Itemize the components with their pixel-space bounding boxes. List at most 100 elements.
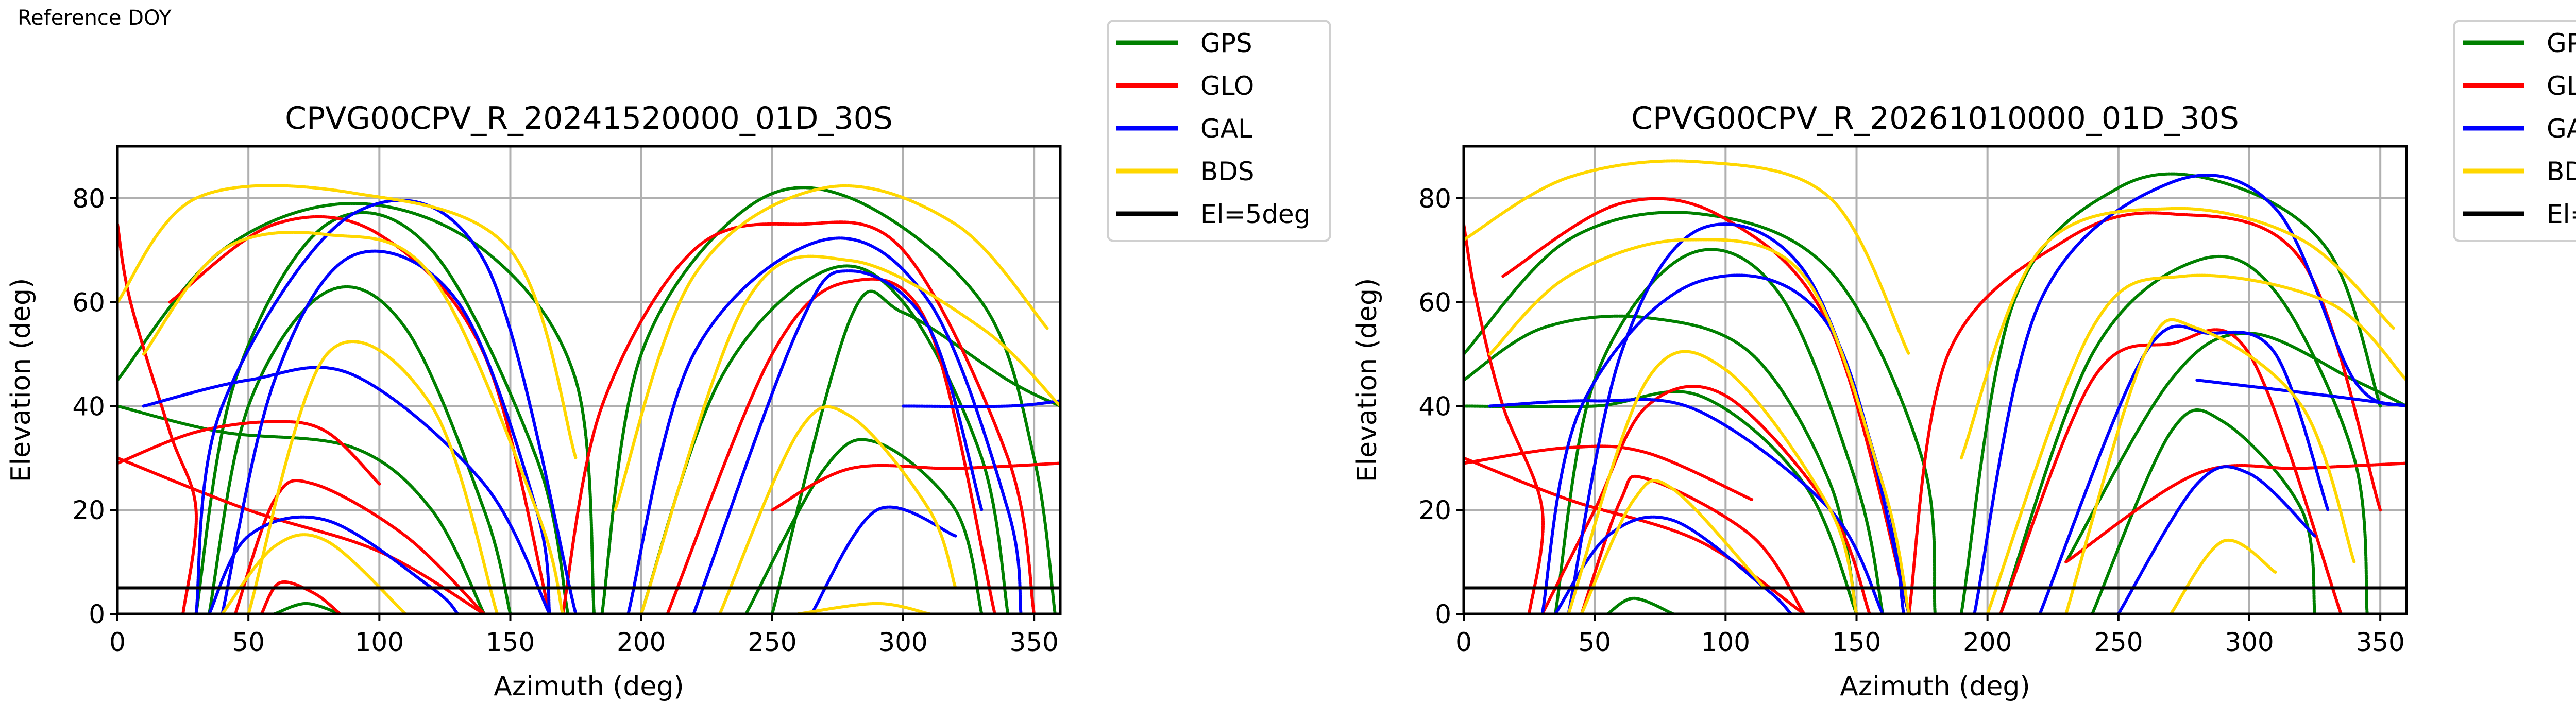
track-bds <box>1580 479 1767 614</box>
track-gal <box>1973 174 2406 614</box>
track-glo <box>666 277 996 614</box>
track-bds <box>1959 207 2395 460</box>
track-glo <box>770 461 1060 512</box>
track-gps <box>1464 390 1858 614</box>
track-glo <box>561 220 1036 614</box>
x-tick-label: 300 <box>2225 627 2274 657</box>
x-tick-label: 350 <box>2355 627 2404 657</box>
track-gps <box>1999 254 2369 614</box>
track-gal <box>1488 398 1885 614</box>
x-axis-label: Azimuth (deg) <box>1840 671 2030 702</box>
track-gal <box>810 505 957 614</box>
track-gps <box>117 404 486 614</box>
track-glo <box>260 580 342 614</box>
skyplot-left: 0 50 100 150 200 250 300 350 0 20 40 60 80 CPVG00CPV_… <box>6 20 1331 702</box>
legend-label: El=5deg <box>1200 199 1310 229</box>
track-gps <box>770 289 1060 614</box>
y-tick-label: 40 <box>1418 391 1451 421</box>
y-tick-label: 40 <box>72 391 105 421</box>
skyplot-right: 0 50 100 150 200 250 300 350 0 20 40 60 80 CPVG00CPV_… <box>1352 20 2576 702</box>
track-glo <box>2064 461 2406 564</box>
track-gps <box>600 186 1057 614</box>
track-glo <box>1580 474 1806 614</box>
track-gal <box>2038 324 2330 614</box>
y-tick-label: 20 <box>1418 495 1451 525</box>
track-bds <box>718 405 957 614</box>
track-gal <box>2195 379 2406 408</box>
legend-box <box>2453 20 2576 242</box>
x-tick-label: 250 <box>748 627 796 657</box>
track-bds <box>142 231 565 614</box>
x-tick-label: 250 <box>2094 627 2143 657</box>
track-glo <box>1501 197 1911 614</box>
track-gal <box>902 399 1060 408</box>
reference-doy-label: Reference DOY <box>18 6 172 30</box>
legend-label: BDS <box>2547 157 2576 186</box>
legend-label: GPS <box>1200 28 1252 58</box>
y-axis-label: Elevation (deg) <box>1352 278 1383 483</box>
track-bds <box>1567 350 1858 614</box>
y-tick-label: 80 <box>72 184 105 214</box>
chart-title: CPVG00CPV_R_20261010000_01D_30S <box>1631 100 2239 136</box>
track-gal <box>142 366 551 614</box>
track-gps <box>2064 332 2406 564</box>
axes-frame <box>116 145 1062 615</box>
track-gps <box>1606 596 1675 614</box>
y-tick-label: 20 <box>72 495 105 525</box>
track-bds <box>221 533 408 614</box>
track-bds <box>639 254 1060 614</box>
track-gps <box>639 264 1010 614</box>
legend-label: GPS <box>2547 28 2576 58</box>
y-tick-label: 80 <box>1418 184 1451 214</box>
track-glo <box>117 222 198 614</box>
track-gal <box>2116 465 2317 614</box>
x-tick-label: 300 <box>878 627 927 657</box>
track-bds <box>613 184 1049 512</box>
track-gps <box>1553 248 1885 614</box>
y-tick-label: 60 <box>1418 288 1451 318</box>
legend-label: GLO <box>1200 71 1254 101</box>
track-bds <box>1986 273 2406 614</box>
track-gps <box>2091 408 2317 614</box>
track-glo <box>233 479 486 614</box>
legend-label: BDS <box>1200 157 1255 186</box>
track-gal <box>194 198 578 614</box>
track-glo <box>117 456 486 614</box>
track-bds <box>247 340 499 614</box>
track-gps <box>1464 211 1937 614</box>
track-gal <box>692 269 984 614</box>
track-bds <box>2064 318 2356 614</box>
track-gal <box>207 515 460 614</box>
track-gps <box>1464 314 1858 614</box>
axes-frame <box>1462 145 2408 615</box>
legend-label: GLO <box>2547 71 2576 101</box>
x-tick-label: 150 <box>486 627 535 657</box>
track-glo <box>1464 222 1545 614</box>
x-tick-label: 0 <box>1455 627 1472 657</box>
y-tick-label: 0 <box>1435 599 1451 629</box>
track-glo <box>1999 328 2343 614</box>
x-tick-label: 100 <box>1701 627 1750 657</box>
track-gps <box>273 602 342 614</box>
x-tick-label: 100 <box>355 627 404 657</box>
x-tick-label: 200 <box>617 627 666 657</box>
legend-label: GAL <box>2547 114 2576 144</box>
y-tick-label: 60 <box>72 288 105 318</box>
x-tick-label: 200 <box>1963 627 2012 657</box>
legend-label: GAL <box>1200 114 1252 144</box>
x-tick-label: 150 <box>1832 627 1881 657</box>
legend-label: El=5deg <box>2547 199 2576 229</box>
legend-box <box>1107 20 1331 242</box>
track-gps <box>207 285 512 614</box>
track-gal <box>626 236 1023 614</box>
track-bds <box>117 184 578 460</box>
track-bds <box>1464 159 1911 356</box>
track-bds <box>796 602 931 614</box>
x-tick-label: 350 <box>1009 627 1058 657</box>
y-axis-label: Elevation (deg) <box>6 278 37 483</box>
track-gps <box>744 438 984 614</box>
chart-title: CPVG00CPV_R_20241520000_01D_30S <box>285 100 893 136</box>
tracks-layer <box>117 184 1060 614</box>
track-glo <box>117 420 381 486</box>
